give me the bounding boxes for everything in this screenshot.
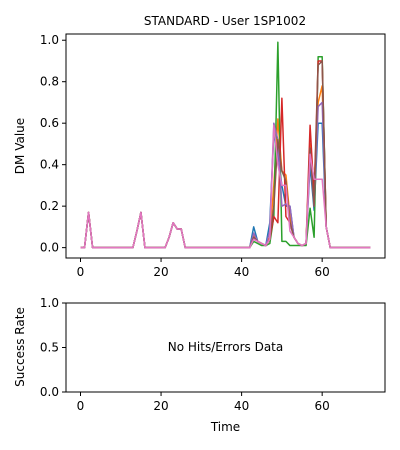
no-data-annotation: No Hits/Errors Data [168, 340, 283, 354]
series-line-4 [80, 60, 371, 249]
dm-value-plot: STANDARD - User 1SP1002 0 20 40 60 0.00.20.… [13, 14, 386, 279]
y-tick-label: 0.0 [40, 385, 59, 399]
y-tick-label: 0.2 [40, 199, 59, 213]
top-chart-title: STANDARD - User 1SP1002 [144, 14, 306, 28]
x-tick-label: 20 [153, 399, 168, 413]
x-tick-label: 20 [153, 265, 168, 279]
bottom-y-ticks: 0.0 0.5 1.0 [40, 296, 66, 399]
y-tick-label: 0.6 [40, 116, 59, 130]
top-plot-frame [65, 33, 386, 259]
success-rate-plot: No Hits/Errors Data 0 20 40 60 0.0 0.5 1.0 Ti… [13, 296, 386, 434]
series-line-7 [80, 124, 371, 249]
x-tick-label: 60 [315, 265, 330, 279]
x-tick-label: 0 [77, 399, 85, 413]
top-y-ticks: 0.0 0.2 0.4 0.6 0.8 1.0 [40, 33, 66, 255]
x-tick-label: 40 [234, 265, 249, 279]
series-line-3 [80, 41, 371, 249]
series-line-2 [80, 85, 371, 249]
bottom-y-axis-label: Success Rate [13, 307, 27, 387]
y-tick-label: 0.5 [40, 341, 59, 355]
bottom-x-ticks: 0 20 40 60 [77, 392, 330, 413]
series-line-6 [80, 60, 371, 249]
dm-series-lines [80, 41, 371, 249]
y-tick-label: 1.0 [40, 33, 59, 47]
x-tick-label: 0 [77, 265, 85, 279]
y-tick-label: 0.8 [40, 75, 59, 89]
top-y-axis-label: DM Value [13, 118, 27, 174]
y-tick-label: 0.0 [40, 241, 59, 255]
top-x-ticks: 0 20 40 60 [77, 258, 330, 279]
x-tick-label: 60 [315, 399, 330, 413]
y-tick-label: 1.0 [40, 296, 59, 310]
bottom-x-axis-label: Time [210, 420, 240, 434]
x-tick-label: 40 [234, 399, 249, 413]
y-tick-label: 0.4 [40, 158, 59, 172]
series-line-5 [80, 101, 371, 249]
